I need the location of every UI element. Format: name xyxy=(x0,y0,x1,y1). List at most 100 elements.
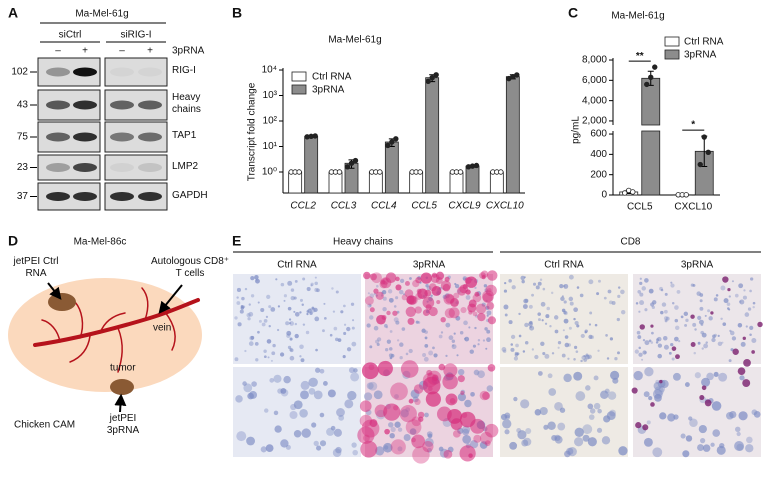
data-point xyxy=(433,72,439,78)
cell xyxy=(563,373,572,383)
bar xyxy=(384,141,399,194)
cell xyxy=(246,312,251,318)
cell xyxy=(703,343,709,349)
cell xyxy=(388,347,393,351)
cell xyxy=(752,305,755,309)
stain xyxy=(737,367,746,375)
cell xyxy=(544,322,548,325)
tumor xyxy=(48,293,76,311)
stain xyxy=(482,290,495,303)
group-title: Heavy chains xyxy=(333,237,393,248)
cell xyxy=(250,275,255,281)
cell xyxy=(389,432,395,439)
cell xyxy=(459,330,464,335)
protein-label: GAPDH xyxy=(172,190,208,201)
cell xyxy=(698,319,704,325)
cell xyxy=(423,356,429,362)
cell xyxy=(704,314,707,317)
cell xyxy=(302,323,306,326)
cell xyxy=(520,399,530,409)
cell xyxy=(674,336,679,342)
legend-label: 3pRNA xyxy=(684,50,717,61)
cell xyxy=(289,337,293,341)
cell xyxy=(718,372,728,382)
cell xyxy=(311,422,317,428)
cell xyxy=(636,330,641,335)
cell xyxy=(462,434,472,444)
data-point xyxy=(385,142,391,149)
micrograph xyxy=(233,274,361,364)
cell xyxy=(319,368,325,374)
diagram-label: jetPEI 3pRNA xyxy=(107,413,139,436)
cell xyxy=(255,279,258,282)
data-point xyxy=(514,72,520,78)
cell xyxy=(397,446,403,452)
stain xyxy=(422,440,434,453)
cell xyxy=(538,318,541,322)
cell xyxy=(537,312,542,316)
cell xyxy=(575,350,579,353)
cell xyxy=(674,305,679,310)
cell xyxy=(316,288,320,293)
cell xyxy=(440,331,444,334)
cell xyxy=(313,440,319,447)
band xyxy=(110,192,134,201)
stain xyxy=(380,279,386,285)
cell xyxy=(668,351,672,355)
lane-label: – xyxy=(55,46,61,57)
cell xyxy=(603,296,607,300)
cell xyxy=(739,375,745,381)
data-point xyxy=(652,64,658,70)
cell xyxy=(274,425,282,433)
stain xyxy=(361,362,379,380)
cell xyxy=(287,280,293,286)
cell xyxy=(234,316,238,320)
cell xyxy=(723,298,729,304)
cell xyxy=(667,413,676,422)
cell xyxy=(745,444,754,453)
cell xyxy=(596,292,600,296)
cell xyxy=(268,324,271,328)
stain xyxy=(690,342,696,347)
cell xyxy=(661,302,667,307)
cell xyxy=(715,294,719,297)
cell xyxy=(644,278,649,283)
diagram-label: vein xyxy=(153,323,171,334)
cell xyxy=(617,294,621,298)
stain xyxy=(757,321,763,328)
cell xyxy=(285,444,291,450)
cell xyxy=(525,427,532,434)
stain xyxy=(650,402,655,407)
cell xyxy=(561,353,566,358)
cell xyxy=(559,284,564,289)
legend-label: Ctrl RNA xyxy=(312,72,352,83)
cell xyxy=(644,308,648,312)
stain xyxy=(487,316,497,325)
cell xyxy=(315,367,321,373)
cell xyxy=(424,344,429,348)
panel-label: B xyxy=(232,5,242,21)
band xyxy=(138,163,162,172)
cell xyxy=(265,444,274,453)
cell xyxy=(563,310,567,315)
stain xyxy=(363,271,371,280)
cell xyxy=(310,282,314,286)
cell xyxy=(316,445,322,451)
cell xyxy=(584,331,587,334)
cell xyxy=(567,357,570,360)
cell xyxy=(424,412,429,418)
protein-label: TAP1 xyxy=(172,130,196,141)
cell xyxy=(574,345,578,349)
stain xyxy=(457,286,467,296)
cell xyxy=(293,400,303,410)
cell xyxy=(573,358,576,361)
cell xyxy=(421,328,426,333)
cell xyxy=(250,335,255,340)
cell xyxy=(670,281,673,284)
cell xyxy=(314,287,319,292)
cell xyxy=(568,274,574,280)
cell xyxy=(638,310,641,313)
cell xyxy=(422,352,427,357)
cell xyxy=(426,431,433,437)
y-axis-label: Transcript fold change xyxy=(247,82,258,181)
